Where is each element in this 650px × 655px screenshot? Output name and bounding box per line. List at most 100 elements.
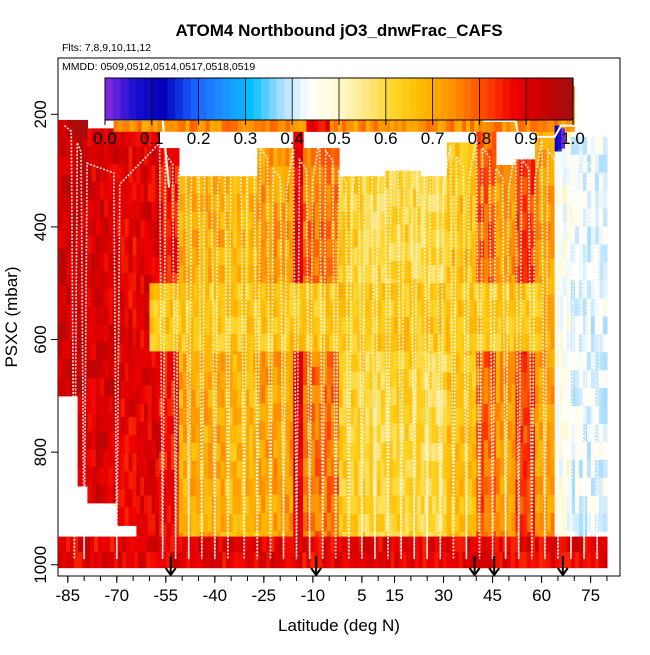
heatmap-cell xyxy=(249,460,254,480)
heatmap-cell xyxy=(91,199,97,219)
heatmap-cell xyxy=(132,128,138,148)
heatmap-cell xyxy=(365,300,371,318)
heatmap-cell xyxy=(416,224,422,244)
heatmap-cell xyxy=(408,260,414,280)
heatmap-cell xyxy=(334,536,340,553)
heatmap-cell xyxy=(236,514,242,533)
heatmap-cell xyxy=(397,317,403,335)
heatmap-cell xyxy=(546,552,552,569)
colorbar-segment xyxy=(370,78,379,120)
heatmap-cell xyxy=(546,276,552,296)
heatmap-cell xyxy=(376,460,382,480)
heatmap-cell xyxy=(480,349,485,369)
heatmap-cell xyxy=(484,149,489,169)
heatmap-cell xyxy=(190,552,195,569)
heatmap-cell xyxy=(574,172,580,192)
heatmap-cell xyxy=(394,536,400,553)
heatmap-cell xyxy=(171,255,176,274)
colorbar-segment xyxy=(339,78,348,120)
heatmap-cell xyxy=(562,513,568,532)
heatmap-cell xyxy=(147,385,153,405)
heatmap-cell xyxy=(459,461,465,480)
heatmap-cell xyxy=(523,248,528,267)
heatmap-cell xyxy=(372,443,378,462)
heatmap-cell xyxy=(245,333,251,352)
heatmap-cell xyxy=(237,283,243,301)
heatmap-cell xyxy=(357,354,362,373)
heatmap-cell xyxy=(531,177,536,196)
heatmap-cell xyxy=(489,300,495,318)
heatmap-cell xyxy=(161,317,167,335)
heatmap-cell xyxy=(467,266,473,285)
heatmap-cell xyxy=(87,395,93,415)
heatmap-cell xyxy=(435,265,440,284)
heatmap-cell xyxy=(441,333,447,352)
heatmap-cell xyxy=(91,342,97,361)
profile-markers xyxy=(164,556,569,577)
heatmap-cell xyxy=(437,300,443,318)
heatmap-cell xyxy=(298,185,304,205)
heatmap-cell xyxy=(165,333,171,352)
heatmap-cell xyxy=(590,552,596,569)
heatmap-cell xyxy=(535,167,540,187)
heatmap-cell xyxy=(120,417,126,436)
heatmap-cell xyxy=(365,176,370,195)
heatmap-cell xyxy=(191,514,197,533)
heatmap-cell xyxy=(582,552,588,569)
heatmap-cell xyxy=(550,494,556,514)
heatmap-cell xyxy=(311,458,316,477)
heatmap-cell xyxy=(159,219,164,239)
heatmap-cell xyxy=(98,552,103,569)
heatmap-cell xyxy=(293,317,299,335)
heatmap-cell xyxy=(261,283,267,301)
heatmap-cell xyxy=(484,240,489,260)
heatmap-cell xyxy=(380,389,386,409)
heatmap-cell xyxy=(228,496,234,515)
heatmap-cell xyxy=(485,333,491,352)
heatmap-cell xyxy=(493,300,499,318)
heatmap-cell xyxy=(350,460,355,480)
heatmap-cell xyxy=(128,399,134,418)
x-axis-tick-label: -55 xyxy=(154,586,179,605)
heatmap-cell xyxy=(376,496,382,515)
heatmap-cell xyxy=(253,317,259,335)
heatmap-cell xyxy=(538,458,544,478)
heatmap-cell xyxy=(400,423,406,442)
heatmap-cell xyxy=(104,342,110,361)
heatmap-cell xyxy=(285,239,290,259)
heatmap-cell xyxy=(501,283,507,301)
x-axis-tick-label: 15 xyxy=(385,586,404,605)
heatmap-cell xyxy=(594,244,600,264)
heatmap-cell xyxy=(124,326,130,346)
heatmap-cell xyxy=(281,116,287,132)
heatmap-cell xyxy=(277,348,282,368)
heatmap-cell xyxy=(435,496,440,515)
heatmap-cell xyxy=(582,352,588,371)
heatmap-cell xyxy=(331,403,336,423)
heatmap-cell xyxy=(177,300,183,318)
heatmap-cell xyxy=(388,170,394,190)
heatmap-cell xyxy=(405,283,411,301)
heatmap-cell xyxy=(245,300,251,318)
heatmap-cell xyxy=(431,389,437,409)
heatmap-cell xyxy=(507,512,513,532)
heatmap-cell xyxy=(558,403,564,423)
heatmap-cell xyxy=(199,443,205,462)
heatmap-cell xyxy=(404,242,410,262)
heatmap-cell xyxy=(113,116,119,132)
heatmap-cell xyxy=(428,496,433,515)
heatmap-cell xyxy=(327,166,332,186)
heatmap-cell xyxy=(469,333,475,352)
colorbar-segment xyxy=(401,78,410,120)
heatmap-cell xyxy=(510,536,516,553)
heatmap-cell xyxy=(171,362,176,381)
heatmap-cell xyxy=(163,434,168,453)
heatmap-cell xyxy=(331,494,336,514)
heatmap-cell xyxy=(350,371,355,391)
heatmap-cell xyxy=(388,260,394,280)
heatmap-cell xyxy=(319,458,324,477)
heatmap-cell xyxy=(98,536,103,553)
heatmap-cell xyxy=(420,496,426,515)
heatmap-cell xyxy=(331,366,336,386)
heatmap-cell xyxy=(406,552,412,569)
